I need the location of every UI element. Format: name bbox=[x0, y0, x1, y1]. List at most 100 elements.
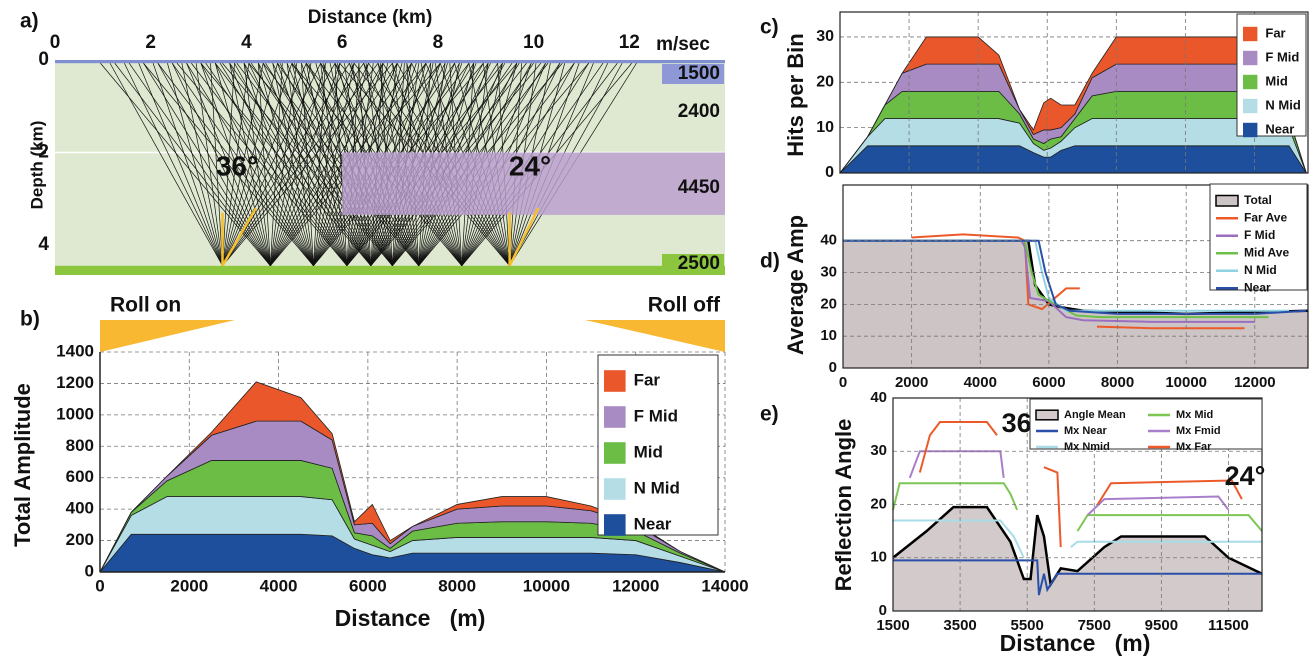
legend-swatch bbox=[1035, 409, 1059, 421]
legend-swatch bbox=[1243, 50, 1258, 66]
legend-label: Mx Mid bbox=[1176, 409, 1213, 421]
legend-label: Near bbox=[634, 514, 672, 533]
y-tick-label: 1200 bbox=[56, 373, 94, 392]
x-tick-label: 12000 bbox=[1234, 374, 1276, 391]
panel-label: d) bbox=[760, 250, 780, 273]
x-tick-label: 2000 bbox=[895, 374, 928, 391]
x-tick-label: 1500 bbox=[876, 617, 909, 634]
area-segment bbox=[839, 145, 1307, 174]
y-axis-title: Reflection Angle bbox=[831, 419, 856, 592]
ray bbox=[157, 63, 314, 266]
ray bbox=[250, 63, 393, 266]
line bbox=[893, 559, 1262, 596]
y-tick-label: 40 bbox=[820, 232, 837, 249]
y-tick-label: 1000 bbox=[56, 404, 94, 423]
layer bbox=[342, 152, 725, 215]
angle-annotation: 24° bbox=[509, 150, 551, 181]
legend-label: F Mid bbox=[1265, 49, 1299, 64]
x-tick-label: 12000 bbox=[612, 576, 659, 595]
x-tick-label: 5500 bbox=[1010, 617, 1043, 634]
angle-annotation: 24° bbox=[1225, 461, 1266, 491]
x-tick-label: 0 bbox=[839, 374, 847, 391]
legend-swatch bbox=[604, 478, 626, 500]
x-tick-label: 14000 bbox=[701, 576, 748, 595]
ray bbox=[229, 63, 314, 266]
y-tick-label: 30 bbox=[820, 263, 837, 280]
y-tick-label: 0 bbox=[85, 561, 94, 580]
velocity-label: 1500 bbox=[678, 63, 720, 84]
ray bbox=[143, 63, 271, 266]
x-tick-label: 7500 bbox=[1078, 617, 1111, 634]
x-tick-label: 8 bbox=[433, 32, 444, 53]
layer bbox=[55, 60, 725, 64]
y-tick-label: 20 bbox=[870, 495, 887, 512]
panel-label: a) bbox=[20, 10, 39, 33]
layer bbox=[55, 265, 725, 275]
x-tick-label: 10 bbox=[523, 32, 544, 53]
y-tick-label: 10 bbox=[816, 119, 834, 136]
ray bbox=[248, 63, 419, 266]
y-tick-label: 10 bbox=[820, 327, 837, 344]
velocity-label: 2400 bbox=[678, 101, 720, 122]
legend-swatch bbox=[604, 406, 626, 428]
x-tick-label: 10000 bbox=[523, 576, 570, 595]
y-tick-label: 2 bbox=[38, 141, 49, 162]
legend-label: F Mid bbox=[634, 406, 678, 425]
legend-label: N Mid bbox=[634, 478, 680, 497]
x-tick-label: 8000 bbox=[1101, 374, 1134, 391]
y-tick-label: 20 bbox=[820, 295, 837, 312]
legend-label: Far Ave bbox=[1244, 210, 1287, 224]
x-tick-label: 6000 bbox=[1032, 374, 1065, 391]
ray bbox=[191, 63, 348, 266]
ray bbox=[143, 63, 314, 266]
legend-label: Mid bbox=[634, 442, 663, 461]
ray bbox=[200, 63, 314, 266]
x-tick-label: 0 bbox=[95, 576, 104, 595]
angle-line bbox=[508, 207, 540, 267]
x-tick-label: 2000 bbox=[170, 576, 208, 595]
velocity-label-bg bbox=[662, 254, 724, 274]
x-tick-label: 6000 bbox=[349, 576, 387, 595]
y-axis-title: Hits per Bin bbox=[783, 33, 808, 156]
ray bbox=[215, 63, 372, 266]
y-tick-label: 10 bbox=[870, 549, 887, 566]
annotation: Roll on bbox=[110, 294, 181, 317]
ray bbox=[262, 63, 419, 266]
x-tick-label: 11500 bbox=[1208, 617, 1249, 634]
panel-label: c) bbox=[760, 16, 779, 39]
ray bbox=[236, 63, 393, 266]
x-tick-label: 0 bbox=[50, 32, 61, 53]
ray bbox=[222, 63, 393, 266]
x-tick-label: 4000 bbox=[260, 576, 298, 595]
y-tick-label: 40 bbox=[870, 389, 887, 406]
legend-swatch bbox=[604, 514, 626, 536]
x-tick-label: 8000 bbox=[438, 576, 476, 595]
legend-swatch bbox=[1243, 74, 1258, 90]
y-tick-label: 30 bbox=[870, 442, 887, 459]
panel-label: e) bbox=[760, 403, 779, 426]
y-tick-label: 400 bbox=[66, 499, 94, 518]
x-tick-label: 10000 bbox=[1165, 374, 1207, 391]
y-tick-label: 0 bbox=[829, 359, 837, 376]
legend-label: Mx Far bbox=[1176, 441, 1212, 453]
legend-label: Mx Nmid bbox=[1064, 441, 1110, 453]
line bbox=[918, 420, 1243, 548]
y-tick-label: 4 bbox=[38, 234, 49, 255]
ray bbox=[279, 63, 393, 266]
legend-label: Mx Near bbox=[1064, 425, 1108, 437]
legend-box bbox=[1029, 398, 1263, 450]
ray bbox=[215, 63, 314, 266]
legend-label: Far bbox=[1265, 25, 1285, 40]
x-axis-title: Distance (m) bbox=[1000, 630, 1151, 656]
roll-off-wedge bbox=[585, 320, 725, 352]
y-tick-label: 20 bbox=[816, 74, 834, 91]
line bbox=[892, 505, 1263, 588]
legend-swatch bbox=[1243, 26, 1258, 42]
legend-label: F Mid bbox=[1244, 228, 1275, 242]
ray bbox=[128, 63, 271, 266]
ray bbox=[157, 63, 271, 266]
legend-label: N Mid bbox=[1244, 263, 1277, 277]
chart-title: Distance (km) bbox=[308, 7, 433, 28]
